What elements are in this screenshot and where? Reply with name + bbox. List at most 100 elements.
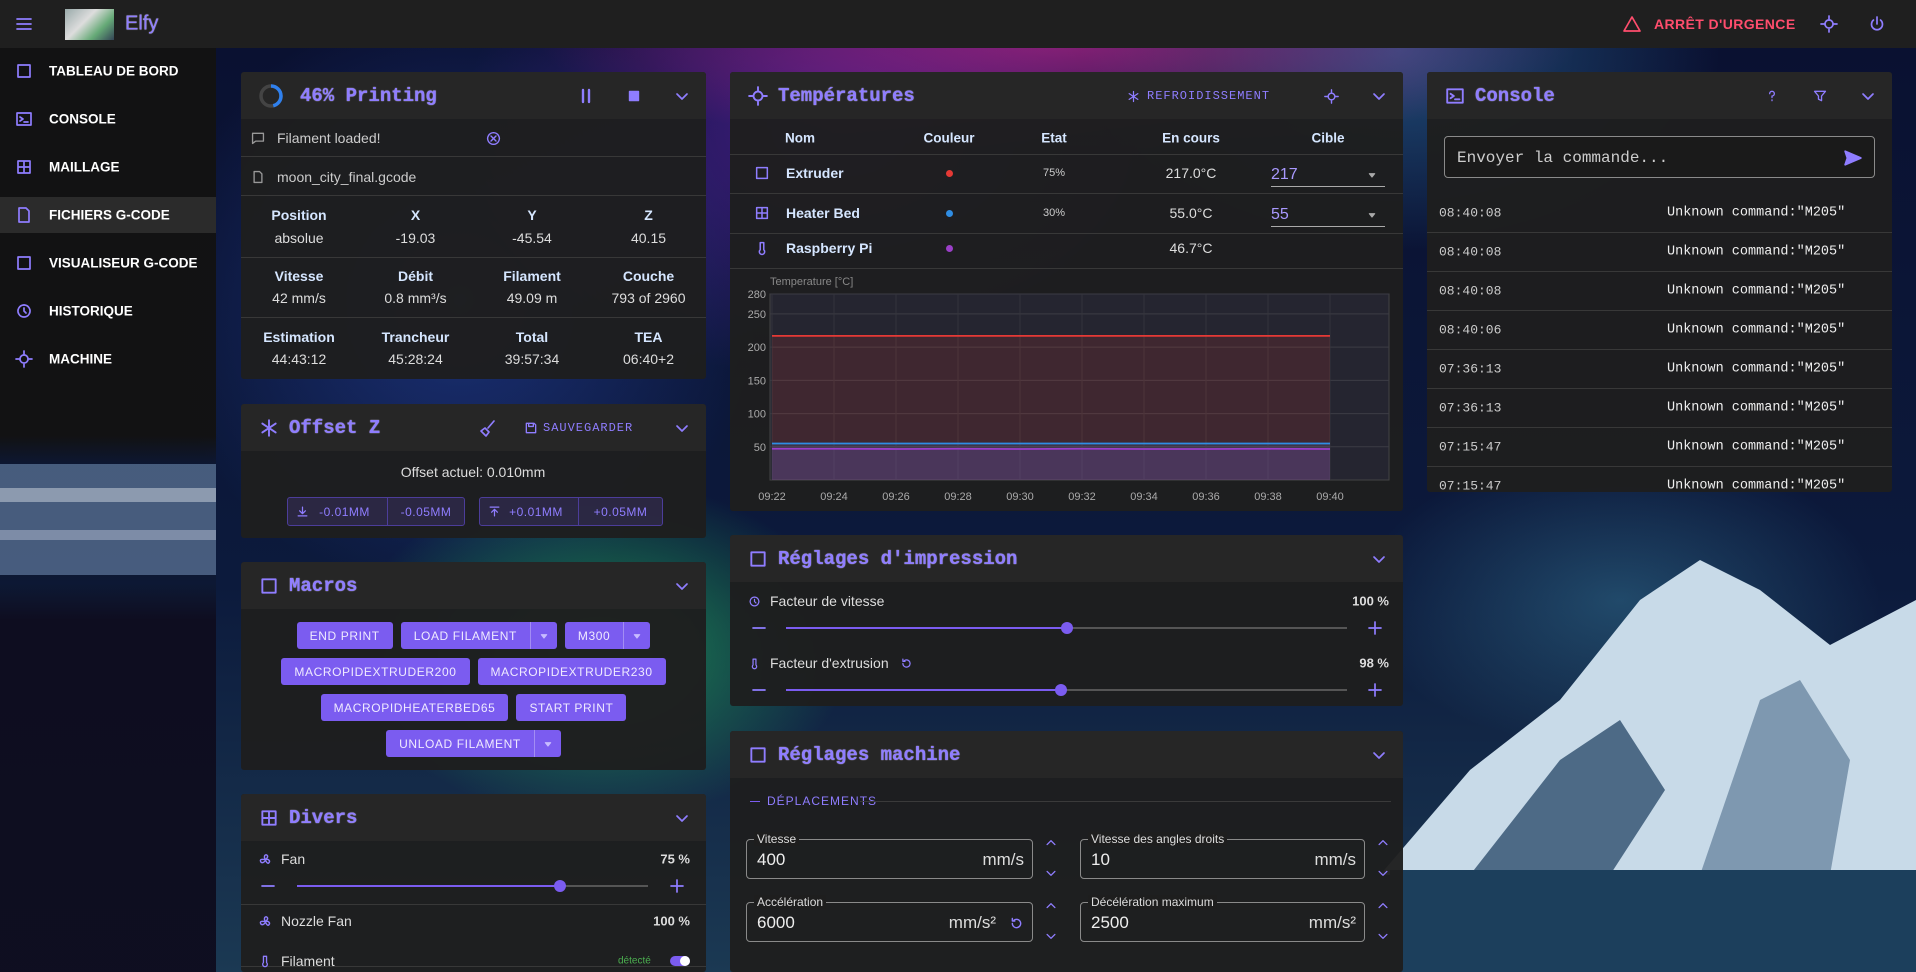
macro-button[interactable]: END PRINT (296, 622, 393, 649)
filter-button[interactable] (1813, 89, 1827, 103)
macro-button[interactable]: MACROPIDHEATERBED65 (320, 694, 509, 721)
stat-value: 793 of 2960 (611, 290, 686, 306)
icon-shape (297, 506, 307, 517)
icon-shape (259, 915, 270, 926)
reset-button[interactable] (1009, 916, 1024, 931)
divider (241, 156, 706, 157)
stat-value: absolue (274, 230, 324, 246)
offset-button[interactable]: -0.05MM (387, 498, 464, 525)
settings-button[interactable] (1323, 88, 1339, 104)
icon (1368, 213, 1376, 218)
nav-item[interactable]: MAILLAGE (0, 149, 216, 185)
input-field[interactable]: Vitesse des angles droits 10 mm/s (1080, 832, 1365, 879)
nav-item[interactable]: TABLEAU DE BORD (0, 53, 216, 89)
input-field[interactable]: Décélération maximum 2500 mm/s² (1080, 895, 1365, 942)
macro-menu-toggle[interactable] (623, 622, 650, 649)
decrement-button[interactable] (1376, 929, 1390, 943)
icon-shape (755, 206, 769, 220)
panel-title: Offset Z (289, 417, 381, 439)
stop-button[interactable] (626, 88, 642, 104)
collapse-button[interactable] (1370, 87, 1388, 105)
macro-button[interactable]: MACROPIDEXTRUDER200 (281, 658, 470, 685)
nav-item[interactable]: CONSOLE (0, 101, 216, 137)
icon (259, 853, 270, 864)
filament-toggle[interactable] (670, 956, 690, 966)
app-name: Elfy (125, 12, 159, 35)
stat-label: Débit (398, 268, 433, 284)
macro-button[interactable]: UNLOAD FILAMENT (386, 730, 561, 757)
increment-button[interactable] (1376, 836, 1390, 850)
slider-thumb[interactable] (1054, 684, 1067, 696)
command-input[interactable]: Envoyer la commande... (1444, 136, 1875, 178)
macro-menu-toggle[interactable] (533, 730, 561, 757)
target-input[interactable]: 55 (1271, 206, 1289, 223)
increase-button[interactable] (1366, 681, 1384, 699)
increment-button[interactable] (1044, 899, 1058, 913)
decrement-button[interactable] (1044, 866, 1058, 880)
stat-label: Position (271, 207, 327, 223)
decrease-button[interactable] (750, 619, 768, 637)
nav-item[interactable]: MACHINE (0, 341, 216, 377)
collapse-button[interactable] (1370, 550, 1388, 568)
icon (634, 633, 641, 639)
collapse-button[interactable] (673, 87, 691, 105)
field-label: Vitesse des angles droits (1088, 832, 1228, 846)
collapse-button[interactable] (1370, 746, 1388, 764)
collapse-button[interactable] (673, 809, 691, 827)
slider-thumb[interactable] (1060, 622, 1073, 634)
button-label: +0.05MM (593, 504, 648, 519)
offset-button[interactable]: +0.01MM (480, 498, 578, 525)
increment-button[interactable] (1044, 836, 1058, 850)
decrement-button[interactable] (1376, 866, 1390, 880)
target-input[interactable]: 217 (1271, 166, 1298, 183)
clear-button[interactable] (480, 419, 498, 437)
reset-button[interactable] (900, 657, 913, 670)
dismiss-button[interactable] (486, 131, 501, 146)
menu-button[interactable] (15, 15, 33, 33)
nav-item[interactable]: VISUALISEUR G-CODE (0, 245, 216, 281)
icon (750, 747, 766, 763)
offset-button[interactable]: +0.05MM (578, 498, 662, 525)
settings-button[interactable] (1820, 15, 1838, 33)
slider-thumb[interactable] (554, 880, 567, 892)
increment-button[interactable] (1376, 899, 1390, 913)
macro-button[interactable]: MACROPIDEXTRUDER230 (477, 658, 666, 685)
collapse-button[interactable] (1859, 87, 1877, 105)
nav-item[interactable]: FICHIERS G-CODE (0, 197, 216, 233)
increase-button[interactable] (668, 877, 686, 895)
send-button[interactable] (1843, 148, 1863, 168)
macro-button[interactable]: M300 (564, 622, 651, 649)
save-button[interactable]: SAUVEGARDER (543, 421, 634, 435)
increase-button[interactable] (1366, 619, 1384, 637)
collapse-button[interactable] (673, 419, 691, 437)
macro-button[interactable]: LOAD FILAMENT (400, 622, 557, 649)
progress-arc (259, 84, 283, 108)
macro-menu-toggle[interactable] (529, 622, 557, 649)
decrement-button[interactable] (1044, 929, 1058, 943)
offset-button[interactable]: -0.01MM (288, 498, 387, 525)
icon-shape (1046, 933, 1056, 939)
cooldown-button[interactable]: REFROIDISSEMENT (1147, 89, 1271, 103)
save-icon[interactable] (524, 421, 538, 435)
collapse-button[interactable] (673, 577, 691, 595)
icon (16, 112, 32, 126)
power-button[interactable] (1868, 15, 1886, 33)
help-button[interactable] (1765, 89, 1779, 103)
decrease-button[interactable] (750, 681, 768, 699)
machine-settings-panel: Réglages machine DÉPLACEMENTS Vitesse 400 mm… (730, 731, 1403, 972)
temperature-chart: Temperature [°C] 50 100 150 200 250 280 09:22 09… (748, 276, 1390, 503)
icon (755, 206, 769, 220)
icon (758, 241, 766, 256)
pause-button[interactable] (577, 87, 595, 105)
fan-value: 75 % (660, 851, 690, 867)
macro-button[interactable]: START PRINT (516, 694, 627, 721)
input-underline (1271, 226, 1385, 227)
nav-item[interactable]: HISTORIQUE (0, 293, 216, 329)
decrease-button[interactable] (259, 877, 277, 895)
macro-label: END PRINT (309, 628, 380, 643)
field-value: 6000 (757, 913, 795, 932)
emergency-stop-button[interactable]: ARRÊT D'URGENCE (1654, 16, 1796, 32)
input-field[interactable]: Vitesse 400 mm/s (746, 832, 1033, 879)
input-field[interactable]: Accélération 6000 mm/s² (746, 895, 1033, 942)
